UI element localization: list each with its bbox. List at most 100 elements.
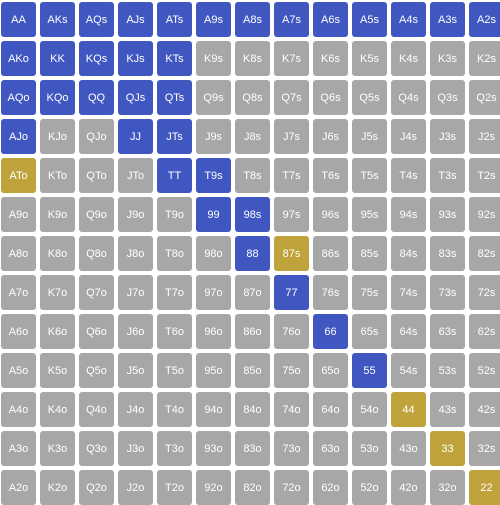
- hand-cell-a3o[interactable]: A3o: [1, 431, 36, 466]
- hand-cell-98s[interactable]: 98s: [235, 197, 270, 232]
- hand-cell-a2o[interactable]: A2o: [1, 470, 36, 505]
- hand-cell-a3s[interactable]: A3s: [430, 2, 465, 37]
- hand-cell-82o[interactable]: 82o: [235, 470, 270, 505]
- hand-cell-54s[interactable]: 54s: [391, 353, 426, 388]
- hand-cell-t5o[interactable]: T5o: [157, 353, 192, 388]
- hand-cell-ats[interactable]: ATs: [157, 2, 192, 37]
- hand-cell-k6o[interactable]: K6o: [40, 314, 75, 349]
- hand-cell-k4o[interactable]: K4o: [40, 392, 75, 427]
- hand-cell-j9o[interactable]: J9o: [118, 197, 153, 232]
- hand-cell-q3o[interactable]: Q3o: [79, 431, 114, 466]
- hand-cell-a6o[interactable]: A6o: [1, 314, 36, 349]
- hand-cell-t4o[interactable]: T4o: [157, 392, 192, 427]
- hand-cell-j2s[interactable]: J2s: [469, 119, 500, 154]
- hand-cell-99[interactable]: 99: [196, 197, 231, 232]
- hand-cell-k3s[interactable]: K3s: [430, 41, 465, 76]
- hand-cell-tt[interactable]: TT: [157, 158, 192, 193]
- hand-cell-a2s[interactable]: A2s: [469, 2, 500, 37]
- hand-cell-jto[interactable]: JTo: [118, 158, 153, 193]
- hand-cell-t8o[interactable]: T8o: [157, 236, 192, 271]
- hand-cell-j6o[interactable]: J6o: [118, 314, 153, 349]
- hand-cell-a4s[interactable]: A4s: [391, 2, 426, 37]
- hand-cell-a7s[interactable]: A7s: [274, 2, 309, 37]
- hand-cell-q2s[interactable]: Q2s: [469, 80, 500, 115]
- hand-cell-43s[interactable]: 43s: [430, 392, 465, 427]
- hand-cell-a5o[interactable]: A5o: [1, 353, 36, 388]
- hand-cell-ato[interactable]: ATo: [1, 158, 36, 193]
- hand-cell-kts[interactable]: KTs: [157, 41, 192, 76]
- hand-cell-a5s[interactable]: A5s: [352, 2, 387, 37]
- hand-cell-77[interactable]: 77: [274, 275, 309, 310]
- hand-cell-65s[interactable]: 65s: [352, 314, 387, 349]
- hand-cell-k7s[interactable]: K7s: [274, 41, 309, 76]
- hand-cell-ajo[interactable]: AJo: [1, 119, 36, 154]
- hand-cell-j6s[interactable]: J6s: [313, 119, 348, 154]
- hand-cell-84s[interactable]: 84s: [391, 236, 426, 271]
- hand-cell-86o[interactable]: 86o: [235, 314, 270, 349]
- hand-cell-aqs[interactable]: AQs: [79, 2, 114, 37]
- hand-cell-64o[interactable]: 64o: [313, 392, 348, 427]
- hand-cell-76s[interactable]: 76s: [313, 275, 348, 310]
- hand-cell-a8o[interactable]: A8o: [1, 236, 36, 271]
- hand-cell-74o[interactable]: 74o: [274, 392, 309, 427]
- hand-cell-73s[interactable]: 73s: [430, 275, 465, 310]
- hand-cell-54o[interactable]: 54o: [352, 392, 387, 427]
- hand-cell-a8s[interactable]: A8s: [235, 2, 270, 37]
- hand-cell-j7s[interactable]: J7s: [274, 119, 309, 154]
- hand-cell-52o[interactable]: 52o: [352, 470, 387, 505]
- hand-cell-85o[interactable]: 85o: [235, 353, 270, 388]
- hand-cell-t7s[interactable]: T7s: [274, 158, 309, 193]
- hand-cell-75s[interactable]: 75s: [352, 275, 387, 310]
- hand-cell-t6o[interactable]: T6o: [157, 314, 192, 349]
- hand-cell-64s[interactable]: 64s: [391, 314, 426, 349]
- hand-cell-j5o[interactable]: J5o: [118, 353, 153, 388]
- hand-cell-q5o[interactable]: Q5o: [79, 353, 114, 388]
- hand-cell-j4o[interactable]: J4o: [118, 392, 153, 427]
- hand-cell-j3s[interactable]: J3s: [430, 119, 465, 154]
- hand-cell-q8s[interactable]: Q8s: [235, 80, 270, 115]
- hand-cell-j7o[interactable]: J7o: [118, 275, 153, 310]
- hand-cell-jts[interactable]: JTs: [157, 119, 192, 154]
- hand-cell-t3s[interactable]: T3s: [430, 158, 465, 193]
- hand-cell-t8s[interactable]: T8s: [235, 158, 270, 193]
- hand-cell-95s[interactable]: 95s: [352, 197, 387, 232]
- hand-cell-53s[interactable]: 53s: [430, 353, 465, 388]
- hand-cell-aa[interactable]: AA: [1, 2, 36, 37]
- hand-cell-a6s[interactable]: A6s: [313, 2, 348, 37]
- hand-cell-qts[interactable]: QTs: [157, 80, 192, 115]
- hand-cell-94o[interactable]: 94o: [196, 392, 231, 427]
- hand-cell-t9o[interactable]: T9o: [157, 197, 192, 232]
- hand-cell-t6s[interactable]: T6s: [313, 158, 348, 193]
- hand-cell-k2s[interactable]: K2s: [469, 41, 500, 76]
- hand-cell-74s[interactable]: 74s: [391, 275, 426, 310]
- hand-cell-j3o[interactable]: J3o: [118, 431, 153, 466]
- hand-cell-t3o[interactable]: T3o: [157, 431, 192, 466]
- hand-cell-kto[interactable]: KTo: [40, 158, 75, 193]
- hand-cell-84o[interactable]: 84o: [235, 392, 270, 427]
- hand-cell-j8s[interactable]: J8s: [235, 119, 270, 154]
- hand-cell-kk[interactable]: KK: [40, 41, 75, 76]
- hand-cell-k2o[interactable]: K2o: [40, 470, 75, 505]
- hand-cell-kqo[interactable]: KQo: [40, 80, 75, 115]
- hand-cell-32s[interactable]: 32s: [469, 431, 500, 466]
- hand-cell-t2o[interactable]: T2o: [157, 470, 192, 505]
- hand-cell-83s[interactable]: 83s: [430, 236, 465, 271]
- hand-cell-j4s[interactable]: J4s: [391, 119, 426, 154]
- hand-cell-42s[interactable]: 42s: [469, 392, 500, 427]
- hand-cell-k5o[interactable]: K5o: [40, 353, 75, 388]
- hand-cell-q5s[interactable]: Q5s: [352, 80, 387, 115]
- hand-cell-q7o[interactable]: Q7o: [79, 275, 114, 310]
- hand-cell-t2s[interactable]: T2s: [469, 158, 500, 193]
- hand-cell-76o[interactable]: 76o: [274, 314, 309, 349]
- hand-cell-52s[interactable]: 52s: [469, 353, 500, 388]
- hand-cell-kqs[interactable]: KQs: [79, 41, 114, 76]
- hand-cell-63s[interactable]: 63s: [430, 314, 465, 349]
- hand-cell-a9s[interactable]: A9s: [196, 2, 231, 37]
- hand-cell-55[interactable]: 55: [352, 353, 387, 388]
- hand-cell-k9o[interactable]: K9o: [40, 197, 75, 232]
- hand-cell-44[interactable]: 44: [391, 392, 426, 427]
- hand-cell-a9o[interactable]: A9o: [1, 197, 36, 232]
- hand-cell-43o[interactable]: 43o: [391, 431, 426, 466]
- hand-cell-qto[interactable]: QTo: [79, 158, 114, 193]
- hand-cell-t4s[interactable]: T4s: [391, 158, 426, 193]
